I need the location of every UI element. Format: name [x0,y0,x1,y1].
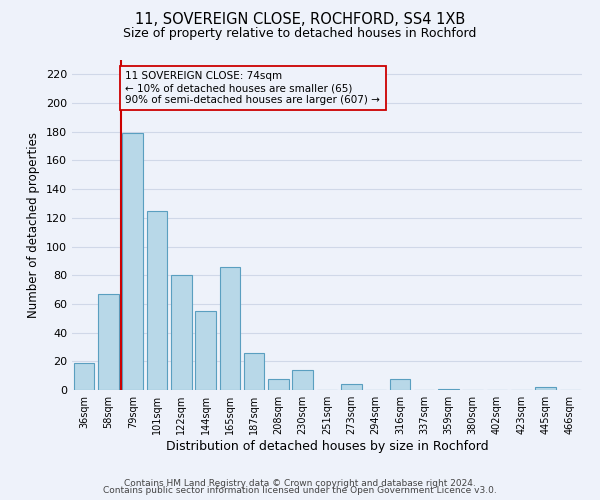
Text: Size of property relative to detached houses in Rochford: Size of property relative to detached ho… [124,28,476,40]
Bar [146,210,167,390]
Bar [268,378,289,390]
Bar [438,388,459,390]
Bar [74,362,94,390]
Bar [98,294,119,390]
Bar [389,378,410,390]
Bar [195,311,216,390]
Bar [341,384,362,390]
Bar [244,352,265,390]
Text: Contains public sector information licensed under the Open Government Licence v3: Contains public sector information licen… [103,486,497,495]
X-axis label: Distribution of detached houses by size in Rochford: Distribution of detached houses by size … [166,440,488,453]
Bar [535,387,556,390]
Text: 11 SOVEREIGN CLOSE: 74sqm
← 10% of detached houses are smaller (65)
90% of semi-: 11 SOVEREIGN CLOSE: 74sqm ← 10% of detac… [125,72,380,104]
Bar [171,275,191,390]
Text: Contains HM Land Registry data © Crown copyright and database right 2024.: Contains HM Land Registry data © Crown c… [124,478,476,488]
Bar [122,133,143,390]
Text: 11, SOVEREIGN CLOSE, ROCHFORD, SS4 1XB: 11, SOVEREIGN CLOSE, ROCHFORD, SS4 1XB [135,12,465,28]
Bar [220,266,240,390]
Y-axis label: Number of detached properties: Number of detached properties [28,132,40,318]
Bar [292,370,313,390]
